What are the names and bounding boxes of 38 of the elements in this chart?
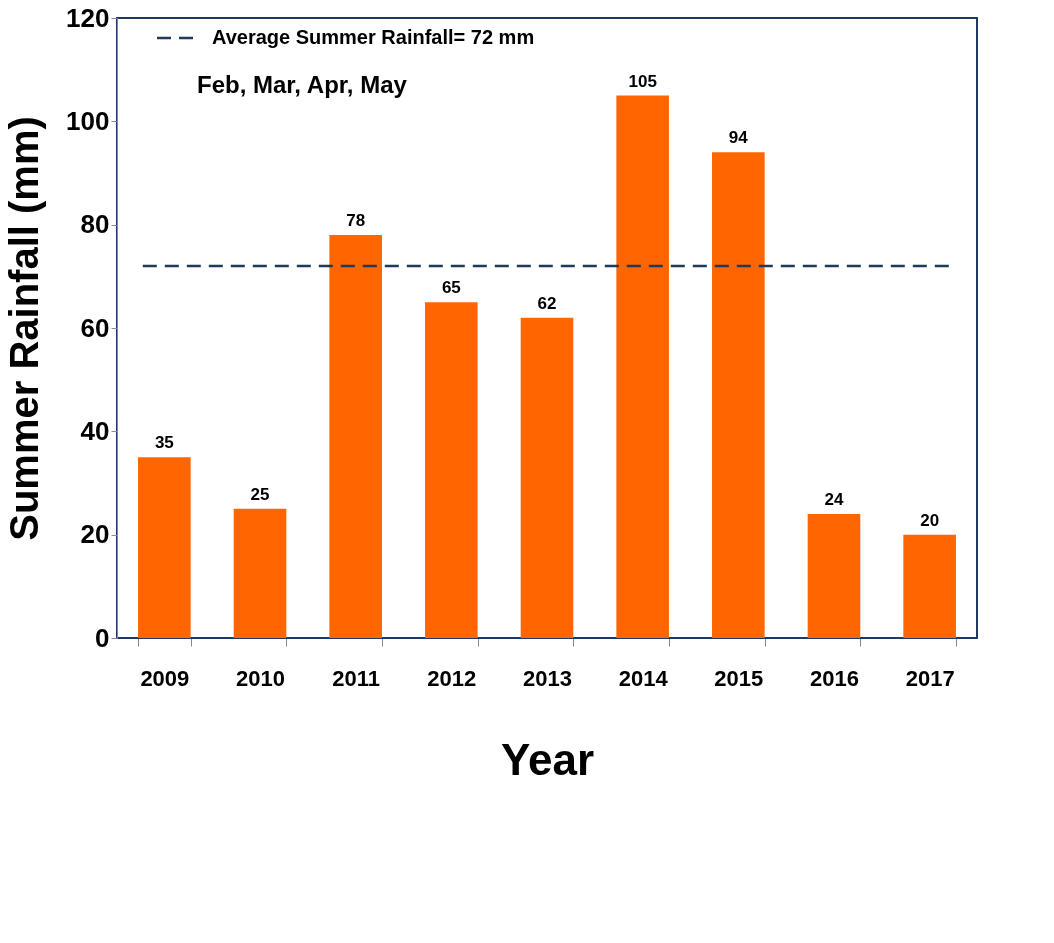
y-tick-label: 60 xyxy=(80,312,110,343)
bar xyxy=(425,302,478,638)
data-label: 94 xyxy=(728,128,749,148)
bar xyxy=(616,95,669,638)
bar xyxy=(712,152,765,638)
data-label: 65 xyxy=(441,278,461,298)
y-tick-label: 100 xyxy=(66,105,110,136)
x-tick-label: 2009 xyxy=(140,665,190,691)
x-tick-label: 2013 xyxy=(523,665,572,691)
data-label: 24 xyxy=(824,490,844,509)
bar xyxy=(329,235,382,638)
x-tick-label: 2010 xyxy=(236,665,285,691)
bar xyxy=(138,457,191,638)
x-tick-label: 2017 xyxy=(905,665,955,691)
data-label: 105 xyxy=(628,71,657,91)
y-tick-label: 40 xyxy=(80,415,110,446)
bar xyxy=(807,514,861,638)
y-axis-title: Summer Rainfall (mm) xyxy=(2,116,47,541)
data-label: 35 xyxy=(154,433,174,453)
legend-label: Average Summer Rainfall= 72 mm xyxy=(212,26,535,48)
y-tick-label: 80 xyxy=(80,209,110,240)
bar xyxy=(903,534,956,638)
x-axis-title: Year xyxy=(501,734,594,784)
bar xyxy=(233,508,287,638)
bar xyxy=(520,317,574,638)
y-tick-label: 20 xyxy=(80,519,110,550)
annotation: Feb, Mar, Apr, May xyxy=(197,71,408,98)
x-tick-label: 2012 xyxy=(427,665,477,691)
data-label: 78 xyxy=(346,211,366,230)
x-tick-label: 2015 xyxy=(714,665,764,691)
y-tick-label: 0 xyxy=(95,622,110,653)
y-tick-label: 120 xyxy=(66,2,110,33)
data-label: 20 xyxy=(920,510,940,530)
data-label: 25 xyxy=(250,484,270,504)
data-label: 62 xyxy=(537,293,557,313)
x-tick-label: 2014 xyxy=(618,665,669,691)
x-tick-label: 2011 xyxy=(332,665,381,691)
x-tick-label: 2016 xyxy=(810,665,859,691)
